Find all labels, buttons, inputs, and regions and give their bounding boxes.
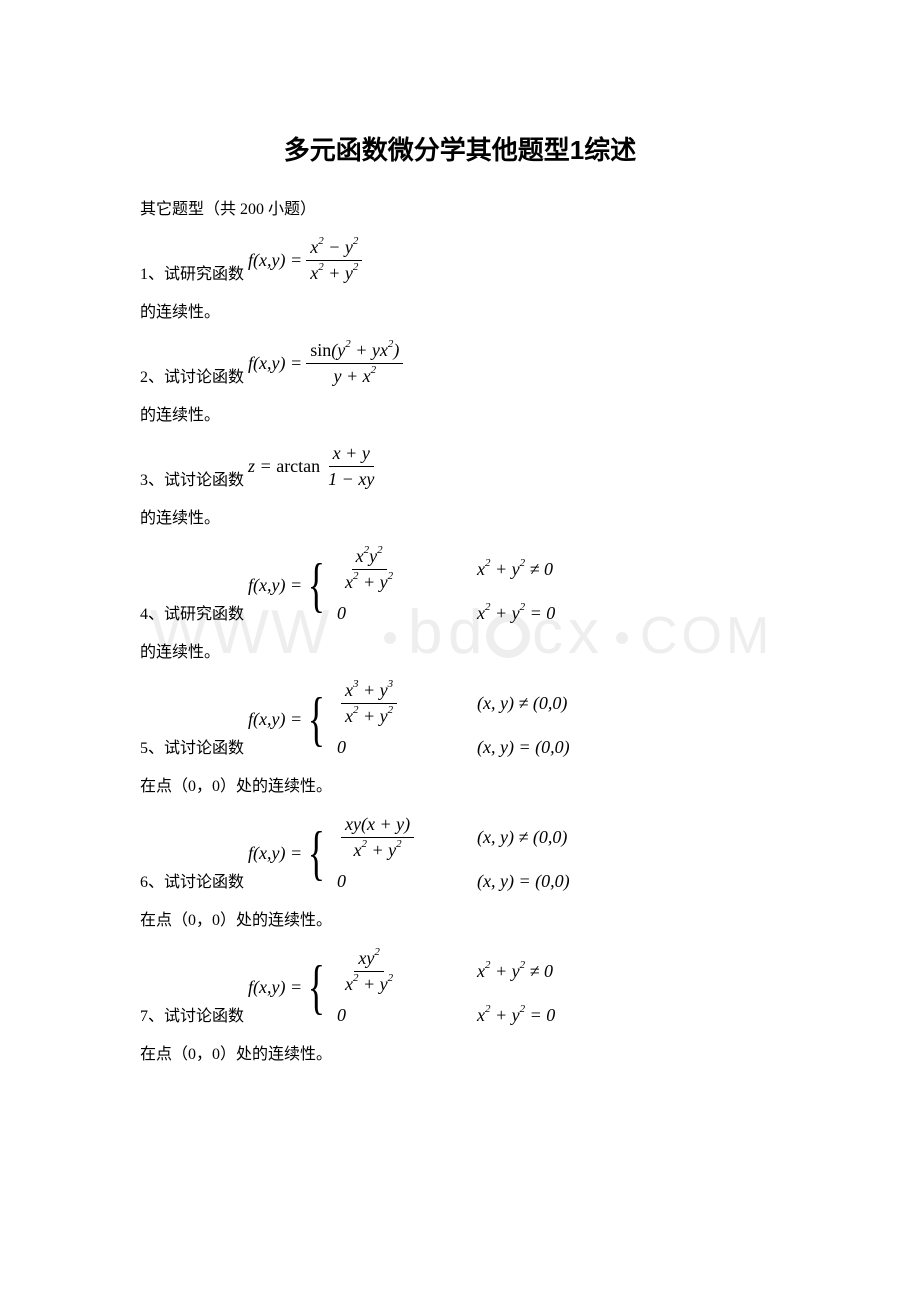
page-title: 多元函数微分学其他题型1综述 [140, 130, 780, 167]
problem-1: 1、 试研究函数 f(x,y) = x2 − y2 x2 + y2 [140, 237, 780, 284]
problem-6: 6、 试讨论函数 f(x,y) = { xy(x + y) x2 + y2 (x… [140, 814, 780, 892]
problem-prefix: 试讨论函数 [164, 734, 244, 758]
formula: f(x,y) = { xy2 x2 + y2 x2 + y2 ≠ 0 0 x2 … [248, 948, 555, 1026]
problem-number: 4、 [140, 600, 164, 624]
problem-4: 4、 试研究函数 f(x,y) = { x2y2 x2 + y2 x2 + y2… [140, 546, 780, 624]
problem-prefix: 试研究函数 [164, 260, 244, 284]
problem-number: 7、 [140, 1002, 164, 1026]
problem-after: 的连续性。 [140, 401, 780, 425]
problem-after: 在点（0，0）处的连续性。 [140, 772, 780, 796]
formula: f(x,y) = sin(y2 + yx2) y + x2 [248, 340, 407, 387]
problem-7: 7、 试讨论函数 f(x,y) = { xy2 x2 + y2 x2 + y2 … [140, 948, 780, 1026]
problem-2: 2、 试讨论函数 f(x,y) = sin(y2 + yx2) y + x2 [140, 340, 780, 387]
formula: f(x,y) = { x3 + y3 x2 + y2 (x, y) ≠ (0,0… [248, 680, 570, 758]
problem-5: 5、 试讨论函数 f(x,y) = { x3 + y3 x2 + y2 (x, … [140, 680, 780, 758]
formula: f(x,y) = { xy(x + y) x2 + y2 (x, y) ≠ (0… [248, 814, 570, 892]
problem-after: 的连续性。 [140, 298, 780, 322]
problem-number: 6、 [140, 868, 164, 892]
problem-prefix: 试研究函数 [164, 600, 244, 624]
problem-3: 3、 试讨论函数 z = arctan x + y 1 − xy [140, 443, 780, 490]
problem-after: 的连续性。 [140, 504, 780, 528]
problem-prefix: 试讨论函数 [164, 466, 244, 490]
formula: z = arctan x + y 1 − xy [248, 443, 382, 490]
problem-number: 3、 [140, 466, 164, 490]
problem-number: 5、 [140, 734, 164, 758]
formula: f(x,y) = x2 − y2 x2 + y2 [248, 237, 366, 284]
problem-prefix: 试讨论函数 [164, 363, 244, 387]
problem-prefix: 试讨论函数 [164, 1002, 244, 1026]
problem-number: 1、 [140, 260, 164, 284]
problem-prefix: 试讨论函数 [164, 868, 244, 892]
problem-number: 2、 [140, 363, 164, 387]
formula: f(x,y) = { x2y2 x2 + y2 x2 + y2 ≠ 0 0 x2… [248, 546, 555, 624]
problem-after: 在点（0，0）处的连续性。 [140, 906, 780, 930]
problem-after: 在点（0，0）处的连续性。 [140, 1040, 780, 1064]
subtitle: 其它题型（共 200 小题） [140, 195, 780, 219]
problem-after: 的连续性。 [140, 638, 780, 662]
